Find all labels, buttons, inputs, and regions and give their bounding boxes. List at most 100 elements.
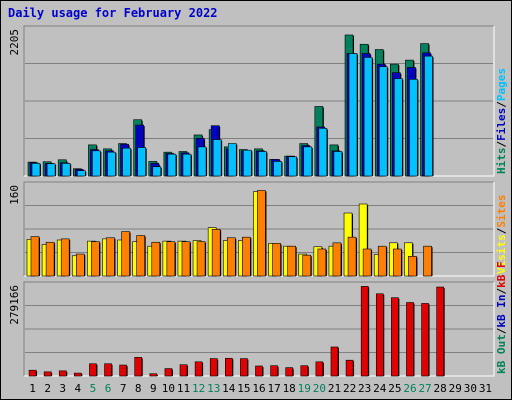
bar-pages (363, 57, 373, 177)
bar-sites (45, 241, 55, 277)
bar-pages (409, 79, 418, 177)
bar-sites (151, 241, 161, 277)
bar-pages (61, 163, 71, 177)
bar-kb-f (436, 286, 444, 377)
bar-sites (136, 235, 145, 277)
panel-mid-shadow (23, 181, 494, 276)
bar-sites (362, 248, 372, 277)
bar-pages (182, 153, 192, 177)
ymax-label-mid: 160 (8, 185, 21, 205)
bar-kb-f (209, 358, 218, 377)
bar-kb-f (391, 297, 399, 377)
bar-kb-f (240, 358, 248, 377)
day-label: 1 (29, 382, 36, 395)
bar-kb-f (164, 368, 173, 377)
day-label: 7 (120, 382, 127, 395)
day-label: 9 (150, 382, 157, 395)
bar-kb-f (28, 369, 37, 377)
day-label: 8 (135, 382, 142, 395)
bar-kb-f (74, 372, 82, 377)
bar-kb-f (194, 361, 203, 377)
panel-top-shadow (23, 25, 494, 176)
bar-pages (152, 166, 162, 177)
bar-sites (423, 245, 432, 277)
bar-pages (197, 146, 207, 177)
bar-sites (347, 236, 357, 277)
day-label: 14 (222, 382, 236, 395)
day-label: 31 (479, 382, 492, 395)
day-label: 15 (237, 382, 250, 395)
bar-pages (46, 163, 56, 177)
bar-sites (196, 241, 206, 277)
day-label: 12 (192, 382, 205, 395)
bar-sites (226, 237, 236, 277)
legend-item: Visits (495, 234, 508, 274)
bar-kb-f (119, 364, 127, 377)
legend-item: Pages (495, 68, 508, 101)
bar-kb-f (285, 367, 293, 377)
day-label: 22 (343, 382, 356, 395)
day-label: 19 (298, 382, 311, 395)
bar-kb-f (300, 365, 309, 377)
bar-pages (333, 151, 343, 177)
day-label: 27 (418, 382, 431, 395)
bar-sites (75, 253, 85, 277)
bar-pages (318, 128, 328, 177)
bar-sites (272, 243, 281, 277)
bar-kb-f (225, 357, 233, 377)
day-label: 28 (434, 382, 447, 395)
chart-title: Daily usage for February 2022 (8, 6, 218, 20)
legend-item: Files (495, 108, 508, 141)
bar-pages (394, 78, 403, 177)
legend-item: / (495, 227, 508, 234)
bar-kb-f (375, 293, 384, 377)
bar-sites (211, 229, 221, 277)
bar-kb-f (406, 302, 414, 377)
bar-sites (377, 245, 387, 277)
bar-pages (212, 139, 222, 177)
day-label: 17 (267, 382, 280, 395)
bar-kb-f (360, 286, 369, 377)
day-label: 10 (162, 382, 175, 395)
day-label: 16 (252, 382, 265, 395)
legend-item: / (495, 288, 508, 295)
bar-pages (348, 53, 358, 177)
bar-kb-f (149, 373, 158, 377)
legend-item: kB In (495, 295, 508, 328)
bar-sites (302, 254, 312, 277)
panel-bot-shadow (23, 281, 494, 376)
bar-pages (122, 147, 131, 177)
day-label: 3 (59, 382, 66, 395)
day-label: 4 (75, 382, 82, 395)
bar-kb-f (421, 303, 429, 377)
bar-sites (408, 256, 417, 277)
bar-pages (424, 55, 433, 177)
bar-kb-f (104, 363, 112, 377)
bar-kb-f (345, 359, 354, 377)
bar-kb-f (270, 365, 278, 377)
bar-sites (257, 190, 266, 277)
legend-item: Hits (495, 148, 508, 175)
bar-sites (287, 245, 296, 277)
bar-sites (91, 241, 100, 277)
bar-pages (303, 146, 313, 177)
legend-top: Hits/Files/Pages (495, 68, 508, 174)
legend-bot: kB Out/kB In/kB F (495, 261, 508, 374)
day-label: 18 (283, 382, 296, 395)
day-label: 25 (388, 382, 401, 395)
day-label: 20 (313, 382, 326, 395)
bar-pages (243, 149, 252, 177)
bar-kb-f (58, 370, 67, 377)
bar-kb-f (330, 346, 339, 377)
ymax-label-top: 2205 (8, 29, 21, 56)
day-label: 11 (177, 382, 190, 395)
bar-pages (76, 170, 86, 177)
bar-kb-f (179, 364, 188, 377)
bar-pages (167, 153, 177, 177)
bar-pages (92, 150, 101, 177)
bar-sites (30, 236, 40, 277)
bar-kb-f (43, 371, 52, 377)
day-label: 21 (328, 382, 341, 395)
bar-sites (317, 248, 327, 277)
